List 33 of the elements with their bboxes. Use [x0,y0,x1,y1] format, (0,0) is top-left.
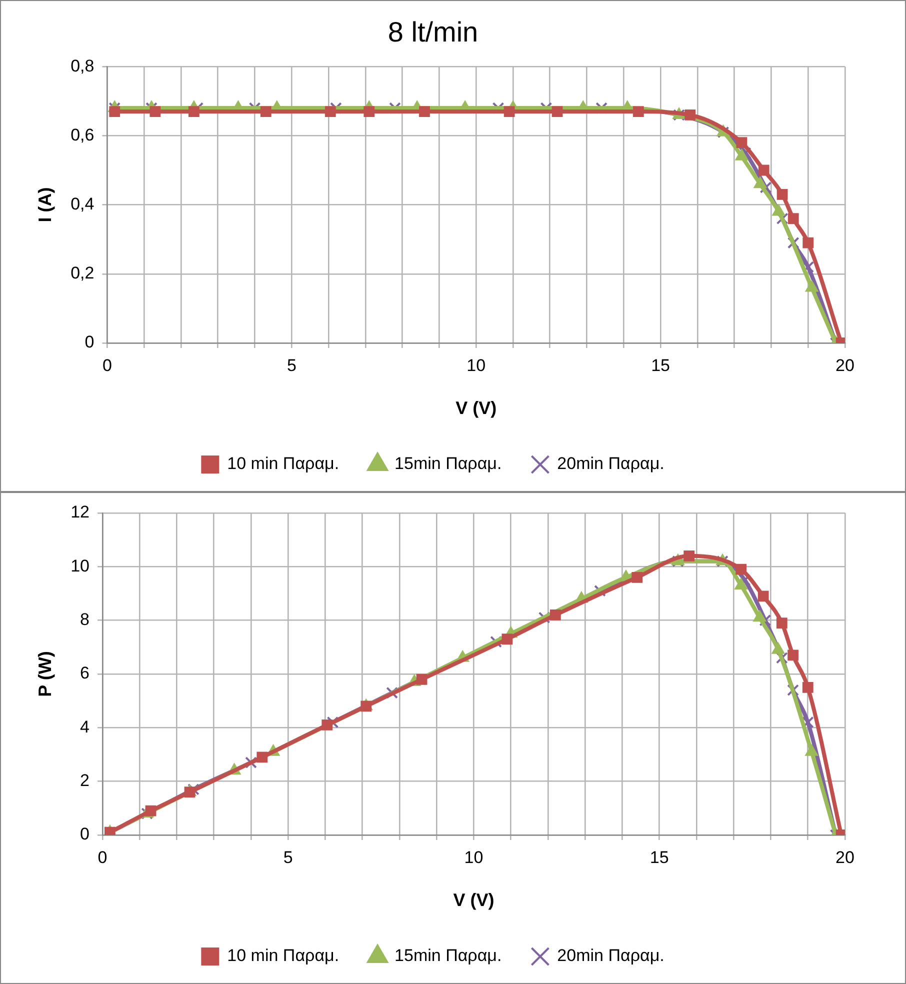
legend-label: 20min Παραμ. [557,454,664,474]
legend-label: 15min Παραμ. [394,946,502,966]
x-tick-label: 10 [466,356,486,375]
y-tick-label: 8 [80,610,90,630]
legend-label: 10 min Παραμ. [227,454,340,474]
y-tick-label: 10 [70,556,90,576]
legend-label: 20min Παραμ. [557,946,664,966]
x-tick-label: 0 [98,848,108,867]
x-tick-label: 5 [283,848,293,867]
y-tick-label: 0,6 [70,125,94,144]
y-tick-label: 0,8 [70,56,94,76]
y-tick-label: 2 [80,771,90,790]
y-tick-label: 0 [84,332,94,352]
y-tick-label: 4 [80,717,90,736]
x-tick-label: 20 [836,356,854,375]
y-tick-label: 0 [80,824,90,844]
legend-label: 10 min Παραμ. [227,946,340,966]
y-axis-title: I (A) [34,187,55,222]
chart-title: 8 lt/min [388,16,478,48]
x-tick-label: 15 [650,848,669,867]
x-tick-label: 15 [651,356,670,375]
x-tick-label: 0 [102,356,112,375]
y-tick-label: 12 [70,502,90,522]
x-tick-label: 10 [464,848,484,867]
x-axis-title: V (V) [456,398,497,418]
y-axis-title: P (W) [34,651,55,697]
x-axis-title: V (V) [453,890,494,910]
x-tick-label: 20 [836,848,854,867]
legend-label: 15min Παραμ. [394,454,502,474]
x-tick-label: 5 [286,356,296,375]
y-tick-label: 6 [80,664,90,683]
y-tick-label: 0,2 [70,264,94,283]
y-tick-label: 0,4 [70,194,94,214]
